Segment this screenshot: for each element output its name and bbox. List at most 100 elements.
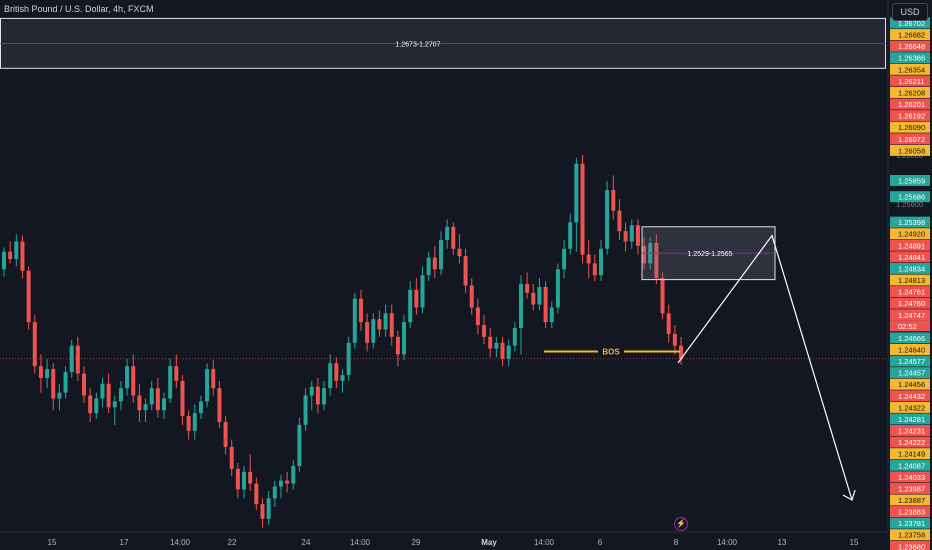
- price-label: 1.26208: [898, 88, 925, 97]
- price-label: 1.24747: [898, 311, 925, 320]
- price-label-background: [890, 448, 930, 460]
- price-label: 1.23781: [898, 519, 925, 528]
- candle-body: [192, 413, 197, 431]
- candle-body: [679, 345, 683, 359]
- price-label: 1.26058: [898, 146, 925, 155]
- lightning-icon[interactable]: ⚡: [674, 517, 688, 531]
- price-label-background: [890, 228, 930, 240]
- candle-body: [217, 388, 222, 422]
- candle-body: [303, 395, 308, 425]
- price-label-background: [890, 17, 930, 29]
- price-label-background: [890, 274, 930, 286]
- price-axis[interactable]: 1.260001.258001.256001.267021.266821.266…: [887, 0, 932, 550]
- candle-body: [20, 241, 25, 271]
- price-label: 1.24231: [898, 427, 925, 436]
- price-label-background: [890, 540, 930, 550]
- candle-body: [482, 325, 487, 337]
- time-axis-background: [0, 532, 888, 550]
- candle-body: [69, 345, 74, 373]
- candle-body: [82, 373, 87, 396]
- price-label-background: [890, 378, 930, 390]
- candle-body: [420, 275, 425, 308]
- candle-body: [180, 380, 185, 417]
- candle-body: [2, 251, 6, 270]
- candle-body: [352, 298, 357, 343]
- candle-body: [494, 342, 499, 349]
- candle-body: [525, 284, 530, 293]
- candle-body: [383, 313, 388, 330]
- candle-body: [278, 480, 283, 487]
- symbol-title: British Pound / U.S. Dollar, 4h, FXCM: [4, 4, 154, 14]
- candle-body: [100, 383, 105, 399]
- price-label: 1.23887: [898, 496, 925, 505]
- candle-body: [272, 486, 277, 499]
- price-label: 1.25859: [898, 176, 925, 185]
- price-label: 1.24457: [898, 369, 925, 378]
- candle-body: [377, 319, 382, 330]
- candle-body: [285, 480, 290, 484]
- price-label: 1.23883: [898, 508, 925, 517]
- candle-body: [260, 504, 265, 519]
- bos-label: BOS: [602, 348, 620, 357]
- currency-button[interactable]: USD: [892, 3, 928, 21]
- price-label: 1.24222: [898, 438, 925, 447]
- price-label-background: [890, 355, 930, 367]
- candle-body: [617, 210, 622, 232]
- price-label-background: [890, 459, 930, 471]
- candle-body: [432, 257, 437, 270]
- candle-body: [592, 263, 597, 276]
- price-label: 1.26702: [898, 19, 925, 28]
- price-label-background: [890, 390, 930, 402]
- price-label: 1.23680: [898, 542, 925, 550]
- price-label-background: [890, 517, 930, 529]
- candle-body: [395, 336, 400, 355]
- bos-label-background: [598, 345, 624, 358]
- countdown-background: [890, 320, 930, 332]
- candle-body: [131, 366, 136, 396]
- countdown-label: 02:52: [898, 322, 917, 331]
- candle-body: [51, 369, 56, 399]
- price-label: 1.24761: [898, 288, 925, 297]
- candle-body: [488, 336, 493, 349]
- price-label-background: [890, 174, 930, 186]
- candle-body: [629, 225, 634, 242]
- candle-body: [574, 163, 579, 223]
- candle-body: [531, 292, 536, 305]
- candle-body: [402, 322, 407, 355]
- price-label: 1.24813: [898, 276, 925, 285]
- time-axis-tick: 24: [302, 538, 311, 547]
- candle-body: [254, 483, 259, 505]
- candle-body: [137, 395, 142, 411]
- price-label-background: [890, 309, 930, 321]
- projection-arrowhead: [842, 489, 856, 501]
- time-axis-tick: 8: [674, 538, 679, 547]
- price-label-background: [890, 286, 930, 298]
- price-label: 1.25686: [898, 193, 925, 202]
- candle-body: [623, 231, 628, 242]
- candle-body: [543, 286, 548, 323]
- candle-body: [205, 369, 210, 402]
- candle-body: [371, 319, 376, 343]
- price-label: 1.24432: [898, 392, 925, 401]
- price-label-background: [890, 52, 930, 64]
- time-axis-tick: 14:00: [170, 538, 191, 547]
- price-label: 1.23758: [898, 531, 925, 540]
- price-label-background: [890, 121, 930, 133]
- supply-zone-entry-label: 1.2529-1.2565: [687, 251, 732, 258]
- price-label: 1.24281: [898, 415, 925, 424]
- price-label: 1.25398: [898, 218, 925, 227]
- zones: 1.2673-1.2707 1.2529-1.2565: [0, 17, 886, 281]
- price-label: 1.26192: [898, 112, 925, 121]
- price-label: 1.23987: [898, 484, 925, 493]
- candle-body: [143, 404, 148, 411]
- candle-body: [518, 284, 523, 329]
- time-axis-tick: 22: [228, 538, 237, 547]
- time-axis[interactable]: 15 17 14:00 22 24 14:00 29 May 14:00 6 8 14:00 13 15: [0, 531, 888, 550]
- candle-body: [549, 307, 554, 323]
- candle-body: [506, 345, 511, 359]
- candle-body: [242, 471, 247, 490]
- price-label: 1.24834: [898, 264, 925, 273]
- candle-body: [235, 468, 240, 490]
- price-label: 1.26648: [898, 42, 925, 51]
